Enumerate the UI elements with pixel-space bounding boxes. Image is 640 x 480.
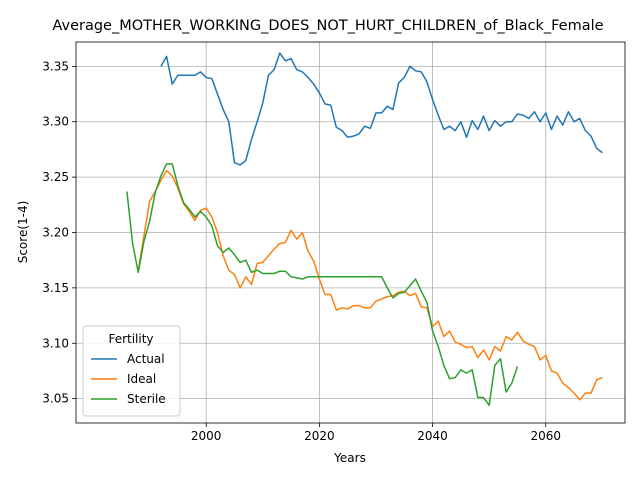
y-tick-label: 3.05	[42, 392, 69, 406]
x-axis: 2000 2020 2040 2060	[191, 423, 561, 443]
legend-label-ideal: Ideal	[127, 372, 156, 386]
series-layer	[126, 52, 603, 407]
y-tick-label: 3.10	[42, 336, 69, 350]
chart-title: Average_MOTHER_WORKING_DOES_NOT_HURT_CHI…	[52, 18, 603, 34]
x-tick-label: 2040	[417, 429, 448, 443]
x-axis-title: Years	[333, 451, 366, 465]
y-tick-label: 3.25	[42, 170, 69, 184]
x-tick-label: 2020	[304, 429, 335, 443]
y-tick-label: 3.30	[42, 115, 69, 129]
series-line-sterile	[126, 163, 519, 407]
y-tick-label: 3.20	[42, 226, 69, 240]
y-axis: 3.05 3.10 3.15 3.20 3.25 3.30 3.35	[42, 59, 76, 406]
legend-label-sterile: Sterile	[127, 392, 166, 406]
x-tick-label: 2060	[530, 429, 561, 443]
y-tick-label: 3.35	[42, 59, 69, 73]
y-axis-title: Score(1-4)	[16, 201, 30, 264]
legend: Fertility Actual Ideal Sterile	[82, 325, 181, 417]
x-tick-label: 2000	[191, 429, 222, 443]
series-line-actual	[160, 52, 603, 166]
legend-entries: Actual Ideal Sterile	[91, 352, 166, 406]
legend-title: Fertility	[108, 332, 153, 346]
legend-label-actual: Actual	[127, 352, 165, 366]
y-tick-label: 3.15	[42, 281, 69, 295]
series-line-ideal	[137, 169, 603, 401]
legend-box	[82, 325, 181, 417]
